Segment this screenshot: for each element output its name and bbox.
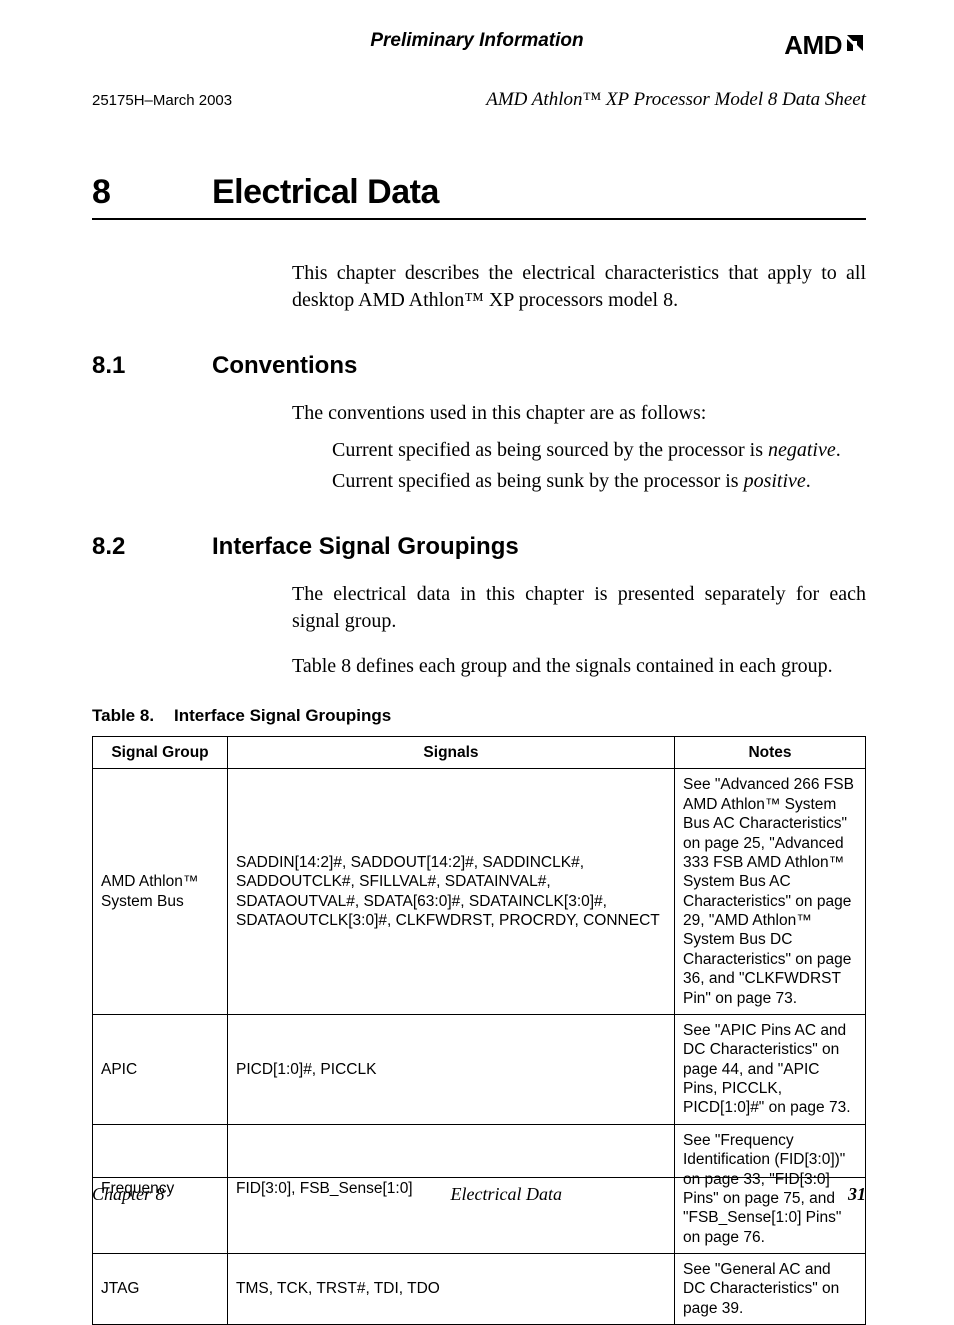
chapter-intro: This chapter describes the electrical ch… [292,260,866,314]
bullet-text: . [836,439,841,461]
table-row: JTAG TMS, TCK, TRST#, TDI, TDO See "Gene… [93,1254,866,1325]
footer-left: Chapter 8 [92,1184,165,1205]
bullet-text-ital: positive [744,470,806,492]
section-num: 8.1 [92,352,212,380]
doc-id: 25175H–March 2003 [92,92,232,109]
bullet-2: Current specified as being sunk by the p… [332,468,866,495]
chapter-number: 8 [92,173,212,212]
section-8-1-intro: The conventions used in this chapter are… [292,400,866,427]
bullet-text-ital: negative [768,439,836,461]
cell-group: JTAG [93,1254,228,1325]
th-signals: Signals [228,737,675,769]
section-heading-8-2: 8.2Interface Signal Groupings [92,533,866,561]
cell-group: APIC [93,1014,228,1124]
conventions-bullets: Current specified as being sourced by th… [332,437,866,495]
cell-signals: TMS, TCK, TRST#, TDI, TDO [228,1254,675,1325]
footer-center: Electrical Data [451,1184,562,1205]
bullet-1: Current specified as being sourced by th… [332,437,866,464]
section-8-2-p1: The electrical data in this chapter is p… [292,581,866,635]
chapter-rule [92,218,866,220]
section-heading-8-1: 8.1Conventions [92,352,866,380]
cell-signals: SADDIN[14:2]#, SADDOUT[14:2]#, SADDINCLK… [228,769,675,1015]
preliminary-banner: Preliminary Information [0,30,954,52]
signal-groupings-table: Signal Group Signals Notes AMD Athlon™ S… [92,736,866,1325]
cell-notes: See "APIC Pins AC and DC Characteristics… [675,1014,866,1124]
bullet-text: . [806,470,811,492]
chapter-title-text: Electrical Data [212,173,439,211]
table-header-row: Signal Group Signals Notes [93,737,866,769]
th-notes: Notes [675,737,866,769]
section-8-2-p2: Table 8 defines each group and the signa… [292,653,866,680]
section-title: Interface Signal Groupings [212,533,519,560]
th-signal-group: Signal Group [93,737,228,769]
section-num: 8.2 [92,533,212,561]
cell-notes: See "General AC and DC Characteristics" … [675,1254,866,1325]
table-row: APIC PICD[1:0]#, PICCLK See "APIC Pins A… [93,1014,866,1124]
table-row: AMD Athlon™ System Bus SADDIN[14:2]#, SA… [93,769,866,1015]
bullet-text: Current specified as being sunk by the p… [332,470,744,492]
page-footer: Chapter 8 Electrical Data 31 [92,1177,866,1205]
table-caption: Table 8.Interface Signal Groupings [92,706,866,726]
cell-signals: PICD[1:0]#, PICCLK [228,1014,675,1124]
section-title: Conventions [212,352,357,379]
cell-group: AMD Athlon™ System Bus [93,769,228,1015]
bullet-text: Current specified as being sourced by th… [332,439,768,461]
cell-notes: See "Advanced 266 FSB AMD Athlon™ System… [675,769,866,1015]
chapter-heading: 8Electrical Data [92,173,866,212]
footer-page-number: 31 [848,1184,866,1205]
table-caption-title: Interface Signal Groupings [174,706,391,725]
doc-title: AMD Athlon™ XP Processor Model 8 Data Sh… [486,89,866,111]
table-caption-num: Table 8. [92,706,174,726]
